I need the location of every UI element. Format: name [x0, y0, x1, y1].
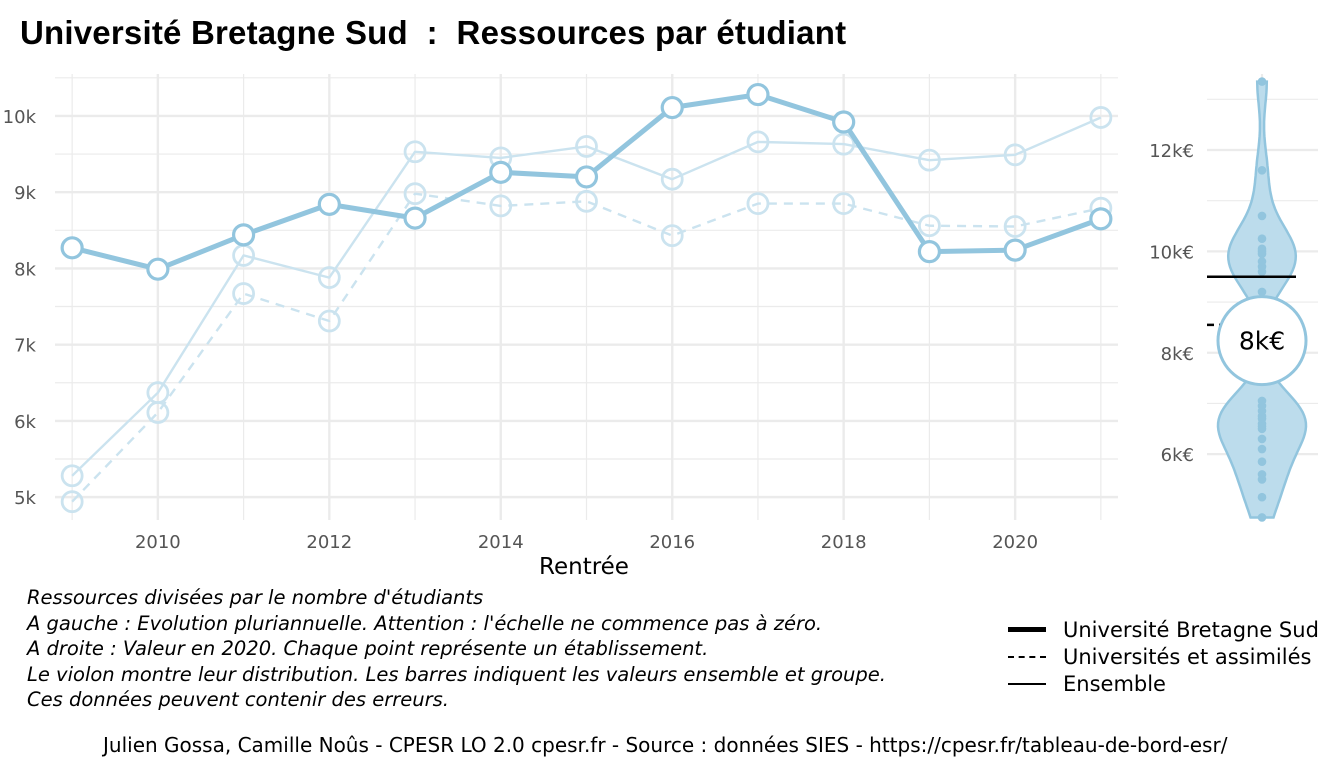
x-tick-label: 2012	[306, 532, 352, 553]
series-point-solid	[1089, 106, 1113, 129]
series-point-dashed	[232, 282, 255, 305]
note-line: Ces données peuvent contenir des erreurs…	[27, 688, 449, 711]
series-point-dashed	[1003, 215, 1027, 238]
legend-key-solid	[1008, 682, 1046, 685]
legend-item-universite: Université Bretagne Sud	[1008, 616, 1319, 643]
legend-label: Université Bretagne Sud	[1063, 617, 1319, 642]
violin-point	[1257, 257, 1267, 266]
legend-item-ensemble: Ensemble	[1008, 670, 1319, 697]
violin-point	[1257, 457, 1267, 467]
y-tick-label: 8k	[14, 259, 36, 280]
y-tick-label: 10k	[3, 107, 37, 128]
series-point-dashed	[832, 192, 856, 216]
series-point-thick	[660, 95, 684, 120]
legend-item-universites-assimiles: Universités et assimilés	[1008, 643, 1319, 670]
series-point-dashed	[317, 309, 341, 333]
series-point-dashed	[403, 182, 427, 206]
series-point-solid	[575, 135, 598, 158]
violin-point	[1257, 244, 1267, 254]
x-axis-title: Rentrée	[539, 554, 629, 580]
x-tick-label: 2016	[649, 532, 695, 553]
violin-y-ticks: 6k€ 8k€ 10k€ 12k€	[1149, 141, 1194, 466]
series-point-solid	[660, 167, 684, 191]
notes: Ressources divisées par le nombre d'étud…	[27, 585, 886, 713]
x-tick-label: 2010	[135, 532, 181, 553]
series-point-dashed	[746, 192, 770, 216]
series-point-thick	[917, 240, 942, 264]
legend-label: Ensemble	[1063, 671, 1166, 696]
violin-y-tick-label: 8k€	[1161, 344, 1194, 365]
series-point-thick	[146, 257, 170, 281]
violin-point	[1257, 287, 1267, 297]
violin-point	[1257, 234, 1267, 244]
violin-point	[1257, 513, 1267, 522]
series-point-dashed	[660, 224, 684, 248]
series-point-thick	[403, 206, 427, 230]
main-y-ticks: 5k 6k 7k 8k 9k 10k	[3, 107, 37, 509]
note-line: Ressources divisées par le nombre d'étud…	[27, 586, 484, 609]
series-point-solid	[1003, 143, 1027, 167]
x-tick-label: 2018	[821, 532, 867, 553]
series-point-thick	[832, 110, 856, 134]
chart-title: Université Bretagne Sud : Ressources par…	[20, 14, 847, 51]
violin-point	[1257, 492, 1267, 502]
series-point-solid	[403, 140, 427, 164]
series-point-solid	[60, 464, 84, 488]
y-tick-label: 7k	[14, 336, 36, 357]
series-point-thick	[489, 160, 513, 184]
legend-label: Universités et assimilés	[1063, 644, 1312, 669]
violin-point	[1257, 470, 1267, 479]
series-point-thick	[317, 192, 341, 216]
violin-plot: 8k€	[1207, 77, 1308, 522]
violin-point	[1257, 77, 1267, 86]
series-point-thick	[746, 82, 770, 107]
legend-key-dashed	[1008, 655, 1046, 658]
series-point-dashed	[60, 490, 84, 514]
note-line: Le violon montre leur distribution. Les …	[27, 662, 886, 686]
series-point-solid	[746, 130, 770, 154]
x-tick-label: 2020	[992, 532, 1038, 553]
caption: Julien Gossa, Camille Noûs - CPESR LO 2.…	[103, 733, 1228, 757]
violin-point	[1257, 211, 1267, 221]
series-point-dashed	[575, 189, 598, 213]
violin-point	[1257, 165, 1267, 175]
violin-y-tick-label: 6k€	[1161, 445, 1194, 466]
y-tick-label: 5k	[14, 488, 36, 509]
main-series	[60, 82, 1113, 514]
series-point-dashed	[918, 214, 941, 238]
series-point-thick	[574, 165, 599, 189]
highlight-circle	[1216, 295, 1308, 387]
series-point-thick	[1089, 207, 1113, 231]
x-tick-label: 2014	[478, 532, 524, 553]
highlight-label: 8k€	[1239, 327, 1285, 356]
note-line: A gauche : Evolution pluriannuelle. Atte…	[27, 611, 823, 635]
legend-key-thick	[1008, 627, 1046, 632]
series-point-solid	[832, 132, 856, 156]
violin-y-tick-label: 12k€	[1149, 141, 1194, 162]
series-line-solid	[71, 116, 1102, 477]
series-point-thick	[60, 236, 84, 260]
violin-point	[1257, 396, 1267, 406]
series-point-solid	[317, 266, 341, 289]
y-tick-label: 9k	[14, 183, 36, 204]
y-tick-label: 6k	[14, 412, 36, 433]
note-line: A droite : Valeur en 2020. Chaque point …	[27, 637, 709, 660]
violin-point	[1257, 444, 1267, 454]
series-point-thick	[1003, 238, 1027, 262]
violin-point	[1257, 434, 1267, 444]
series-point-dashed	[489, 194, 513, 218]
series-point-dashed	[146, 401, 170, 424]
chart-svg: 5k 6k 7k 8k 9k 10k 2010 2012 2014 2016 2018 2020 R…	[3, 74, 1318, 580]
series-point-thick	[231, 223, 256, 247]
main-grid	[55, 74, 1118, 520]
series-line-dashed	[71, 192, 1102, 503]
violin-y-tick-label: 10k€	[1149, 242, 1194, 263]
legend: Université Bretagne Sud Universités et a…	[1008, 616, 1319, 697]
series-point-solid	[918, 148, 941, 172]
main-x-ticks: 2010 2012 2014 2016 2018 2020	[135, 532, 1038, 553]
